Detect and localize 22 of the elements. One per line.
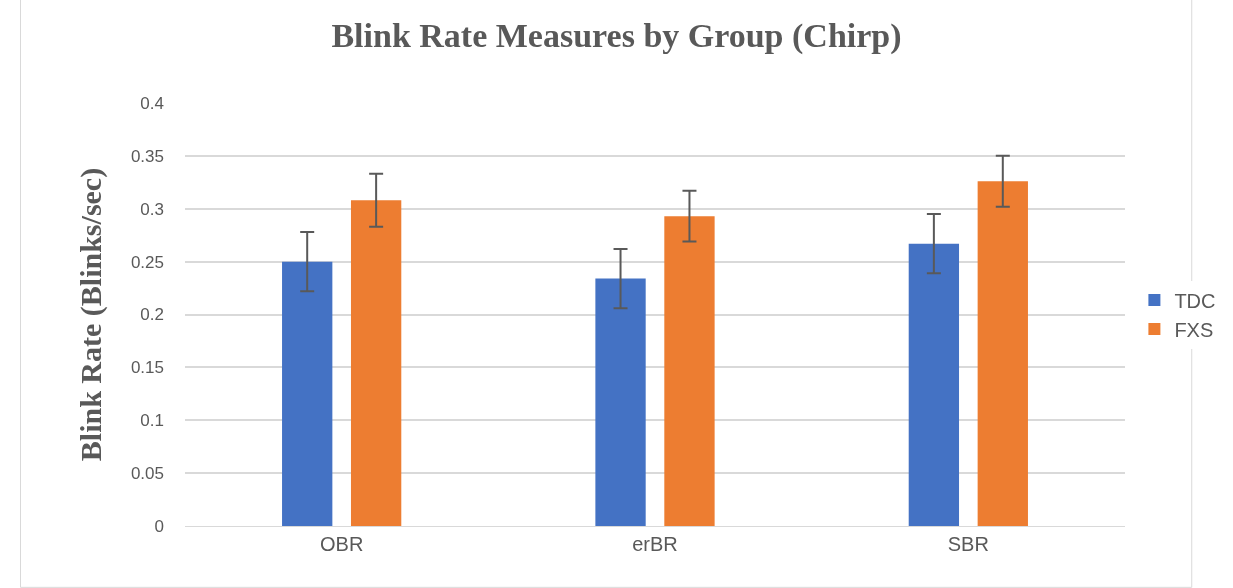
y-tick-label: 0.05 [130, 464, 164, 484]
x-tick-label: erBR [632, 533, 678, 555]
bar [977, 181, 1028, 526]
y-tick-label: 0.1 [140, 411, 164, 431]
bar [282, 261, 333, 526]
y-tick-label: 0.15 [130, 358, 164, 378]
y-tick-label: 0 [154, 516, 164, 536]
bar [664, 216, 715, 526]
y-tick-label: 0.4 [140, 93, 164, 113]
y-tick-label: 0.35 [130, 146, 164, 166]
bar [595, 278, 646, 526]
y-tick-label: 0.3 [140, 199, 164, 219]
y-axis-title: Blink Rate (Blinks/sec) [73, 167, 108, 462]
x-tick-label: SBR [947, 533, 989, 555]
chart-title: Blink Rate Measures by Group (Chirp) [331, 17, 902, 56]
bar [908, 243, 960, 526]
y-tick-label: 0.25 [130, 252, 164, 272]
bar [350, 200, 402, 526]
legend-label: TDC [1174, 289, 1216, 312]
y-tick-label: 0.2 [140, 305, 164, 325]
x-tick-label: OBR [320, 533, 364, 555]
legend-label: FXS [1174, 318, 1214, 341]
